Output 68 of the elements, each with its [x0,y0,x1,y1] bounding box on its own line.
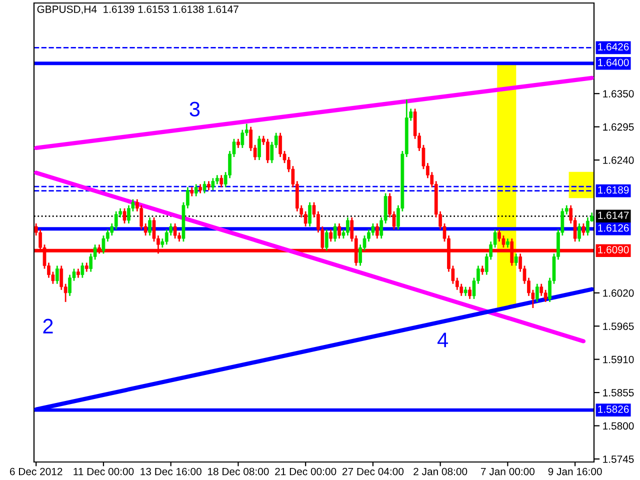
x-tick-label: 13 Dec 16:00 [140,468,202,476]
candlestick [194,183,198,197]
candlestick [76,268,80,278]
candlestick [324,228,328,252]
annotation: 2 [43,318,53,334]
candlestick [84,262,88,272]
candlestick [333,222,337,242]
y-tick-label: 1.5910 [603,356,634,364]
x-tick-label: 9 Jan 16:00 [548,468,602,476]
y-tick-label: 1.6350 [603,90,634,98]
candlestick [207,180,210,191]
y-tick-label: 1.5745 [603,456,634,463]
candlestick [236,138,240,149]
candlestick [122,208,126,224]
candlestick [190,186,194,197]
candlestick [480,265,484,276]
y-tick-label: 1.6240 [603,156,634,164]
ref-line-label: 1.6400 [598,58,629,66]
candlestick [308,202,312,228]
ref-line-label: 1.6090 [598,246,629,254]
x-tick-label: 21 Dec 00:00 [275,468,336,476]
annotation: 3 [190,102,200,116]
candlestick [240,129,244,149]
candlestick [173,222,177,240]
candlestick [468,286,472,300]
candlestick [114,210,118,230]
candlestick [215,174,219,185]
candlestick [329,228,333,242]
chart-title: GBPUSD,H4 1.6139 1.6153 1.6138 1.6147 [37,6,238,14]
y-tick-label: 1.5800 [603,422,634,430]
x-tick-label: 27 Dec 04:00 [342,468,404,476]
candlestick [535,283,539,303]
ref-line-label: 1.6147 [598,212,629,219]
x-tick-label: 7 Jan 00:00 [481,468,534,476]
ref-line-label: 1.6426 [598,43,629,50]
y-tick-label: 1.6295 [603,123,634,131]
candlestick [55,265,59,285]
candlestick [464,286,468,297]
x-tick-label: 2 Jan 08:00 [414,468,468,476]
candlestick [211,177,215,191]
candlestick [514,252,518,266]
candlestick [220,174,224,188]
candlestick [506,238,510,248]
candlestick [540,283,544,297]
candlestick [338,222,341,240]
candlestick [375,222,379,240]
candlestick [127,204,130,224]
x-tick-label: 18 Dec 08:00 [208,468,269,476]
ref-line-label: 1.5826 [598,405,629,413]
candlestick [148,216,152,236]
candlestick [586,216,590,236]
candlestick [198,183,202,194]
y-tick-label: 1.6020 [603,289,634,297]
annotation: 4 [437,332,448,348]
candlestick [60,265,64,291]
candlestick [258,135,261,161]
x-tick-label: 6 Dec 2012 [10,468,62,476]
ref-line-label: 1.6126 [598,224,629,232]
y-tick-label: 1.5965 [603,322,634,330]
x-tick-label: 11 Dec 00:00 [74,468,134,476]
candlestick [578,222,581,242]
ref-line-label: 1.6189 [598,186,629,194]
candlestick [582,222,586,236]
y-tick-label: 1.5855 [603,389,634,396]
candlestick [544,289,548,303]
candlestick [304,210,308,228]
candlestick [202,180,206,194]
candlestick [80,262,84,278]
